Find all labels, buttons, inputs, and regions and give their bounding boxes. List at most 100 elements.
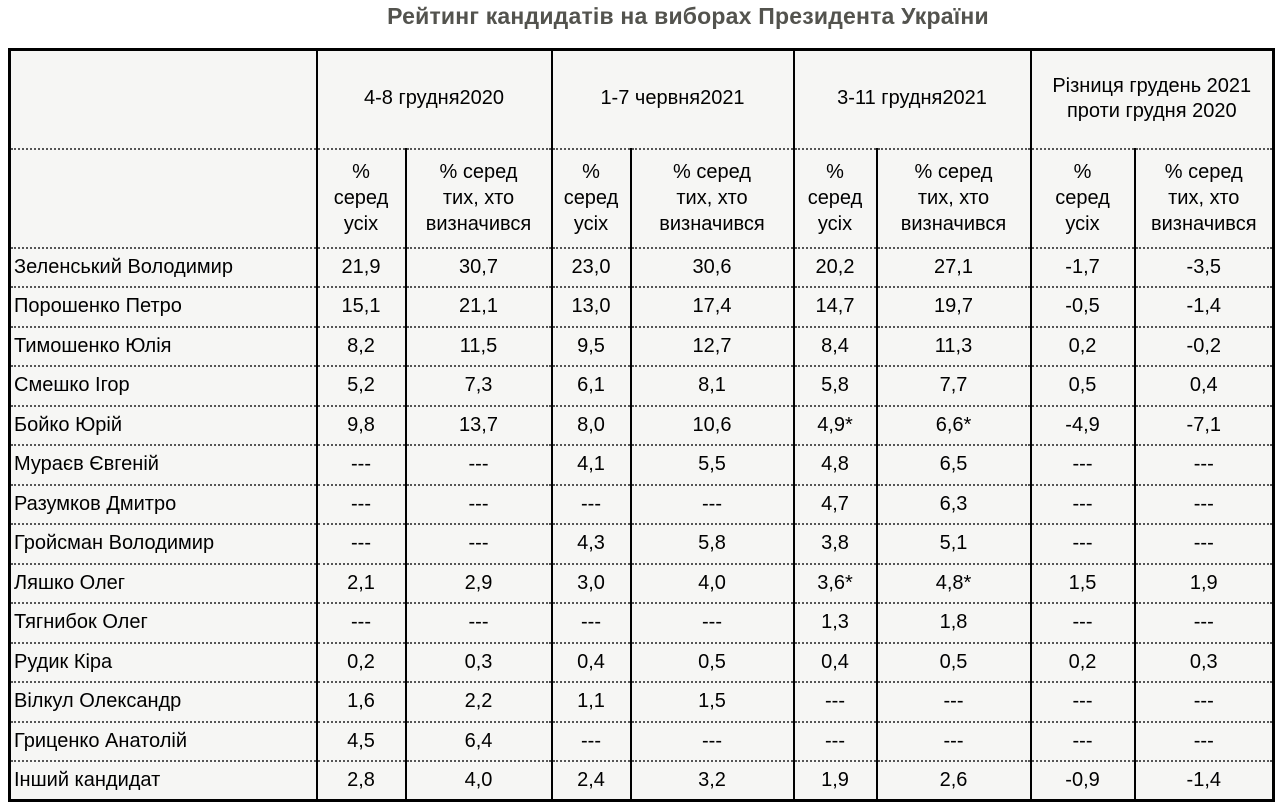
sub-header-decided: % серед тих, хто визначився — [1133, 147, 1274, 248]
value-cell: 0,3 — [1133, 641, 1274, 682]
value-cell: 2,1 — [315, 562, 406, 603]
value-cell: --- — [875, 681, 1031, 722]
value-cell: 9,5 — [550, 325, 631, 366]
value-cell: --- — [1133, 444, 1274, 485]
candidate-name: Інший кандидат — [9, 760, 317, 801]
value-cell: --- — [1133, 602, 1274, 643]
period-header-difference: Різниця грудень 2021 проти грудня 2020 — [1029, 49, 1274, 149]
candidate-name: Гройсман Володимир — [9, 523, 317, 564]
table-row: Ляшко Олег 2,1 2,9 3,0 4,0 3,6* 4,8* 1,5 1,9 — [9, 562, 1274, 603]
period-header-jun2021: 1-7 червня2021 — [550, 49, 794, 149]
value-cell: 6,3 — [875, 483, 1031, 524]
value-cell: 13,7 — [404, 404, 552, 445]
value-cell: 5,8 — [629, 523, 794, 564]
value-cell: --- — [1133, 523, 1274, 564]
value-cell: --- — [1029, 523, 1135, 564]
value-cell: --- — [792, 681, 877, 722]
period-header-row: 4-8 грудня2020 1-7 червня2021 3-11 грудн… — [10, 49, 1274, 149]
value-cell: -0,2 — [1133, 325, 1274, 366]
value-cell: 12,7 — [629, 325, 794, 366]
value-cell: 1,5 — [1029, 562, 1135, 603]
value-cell: 4,5 — [315, 720, 406, 761]
value-cell: 5,1 — [875, 523, 1031, 564]
candidate-name: Мураєв Євгеній — [9, 444, 317, 485]
value-cell: --- — [875, 720, 1031, 761]
value-cell: 4,1 — [550, 444, 631, 485]
value-cell: 8,2 — [315, 325, 406, 366]
value-cell: 0,2 — [315, 641, 406, 682]
candidate-name: Разумков Дмитро — [9, 483, 317, 524]
value-cell: 7,3 — [404, 365, 552, 406]
table-row: Мураєв Євгеній --- --- 4,1 5,5 4,8 6,5 --- --- — [9, 444, 1274, 485]
value-cell: 1,9 — [1133, 562, 1274, 603]
value-cell: -3,5 — [1133, 246, 1274, 287]
value-cell: --- — [404, 483, 552, 524]
value-cell: -4,9 — [1029, 404, 1135, 445]
candidate-name: Тимошенко Юлія — [9, 325, 317, 366]
page-title: Рейтинг кандидатів на виборах Президента… — [387, 3, 989, 29]
value-cell: 2,4 — [550, 760, 631, 801]
value-cell: 30,6 — [629, 246, 794, 287]
sub-header-row: % серед усіх % серед тих, хто визначився… — [9, 147, 1274, 248]
table-body: Зеленський Володимир 21,9 30,7 23,0 30,6 20,2… — [9, 246, 1274, 801]
value-cell: --- — [315, 602, 406, 643]
table-row: Інший кандидат 2,8 4,0 2,4 3,2 1,9 2,6 -0,9 -1,4 — [9, 760, 1274, 801]
value-cell: -7,1 — [1133, 404, 1274, 445]
value-cell: --- — [550, 602, 631, 643]
value-cell: --- — [629, 483, 794, 524]
value-cell: 1,5 — [629, 681, 794, 722]
value-cell: 0,5 — [629, 641, 794, 682]
value-cell: --- — [1029, 720, 1135, 761]
value-cell: --- — [629, 720, 794, 761]
value-cell: --- — [1029, 444, 1135, 485]
value-cell: 0,4 — [1133, 365, 1274, 406]
table-row: Порошенко Петро 15,1 21,1 13,0 17,4 14,7 19,7-… — [9, 286, 1274, 327]
value-cell: 15,1 — [315, 286, 406, 327]
value-cell: 8,0 — [550, 404, 631, 445]
value-cell: -1,7 — [1029, 246, 1135, 287]
table-row: Тягнибок Олег --- --- --- --- 1,3 1,8 --- --- — [9, 602, 1274, 643]
value-cell: -0,5 — [1029, 286, 1135, 327]
sub-header-decided: % серед тих, хто визначився — [404, 147, 552, 248]
value-cell: 8,4 — [792, 325, 877, 366]
value-cell: --- — [315, 483, 406, 524]
value-cell: --- — [1133, 483, 1274, 524]
period-header-dec2020: 4-8 грудня2020 — [315, 49, 552, 149]
table-row: Смешко Ігор 5,2 7,3 6,1 8,1 5,8 7,7 0,5 0,4 — [9, 365, 1274, 406]
value-cell: 0,2 — [1029, 641, 1135, 682]
value-cell: 0,3 — [404, 641, 552, 682]
value-cell: 5,5 — [629, 444, 794, 485]
sub-header-decided: % серед тих, хто визначився — [629, 147, 794, 248]
table-row: Гриценко Анатолій 4,5 6,4 --- --- --- --- --- --… — [9, 720, 1274, 761]
table-row: Рудик Кіра 0,2 0,3 0,4 0,5 0,4 0,5 0,2 0,3 — [9, 641, 1274, 682]
value-cell: 17,4 — [629, 286, 794, 327]
value-cell: 2,8 — [315, 760, 406, 801]
value-cell: 1,3 — [792, 602, 877, 643]
value-cell: 4,9* — [792, 404, 877, 445]
candidate-name: Смешко Ігор — [9, 365, 317, 406]
value-cell: 11,3 — [875, 325, 1031, 366]
value-cell: 5,8 — [792, 365, 877, 406]
value-cell: -0,9 — [1029, 760, 1135, 801]
value-cell: 5,2 — [315, 365, 406, 406]
value-cell: 20,2 — [792, 246, 877, 287]
value-cell: 0,4 — [550, 641, 631, 682]
value-cell: 19,7 — [875, 286, 1031, 327]
value-cell: -1,4 — [1133, 760, 1274, 801]
candidate-name: Рудик Кіра — [9, 641, 317, 682]
sub-header-all: % серед усіх — [1029, 147, 1135, 248]
value-cell: --- — [315, 523, 406, 564]
value-cell: 7,7 — [875, 365, 1031, 406]
value-cell: --- — [315, 444, 406, 485]
value-cell: 14,7 — [792, 286, 877, 327]
candidate-column-header — [10, 50, 317, 149]
ratings-table: 4-8 грудня2020 1-7 червня2021 3-11 грудн… — [8, 48, 1276, 802]
candidate-name: Ляшко Олег — [9, 562, 317, 603]
value-cell: 4,3 — [550, 523, 631, 564]
value-cell: 0,5 — [875, 641, 1031, 682]
value-cell: 9,8 — [315, 404, 406, 445]
value-cell: 3,0 — [550, 562, 631, 603]
sub-header-all: % серед усіх — [315, 147, 406, 248]
value-cell: --- — [550, 483, 631, 524]
value-cell: --- — [404, 523, 552, 564]
